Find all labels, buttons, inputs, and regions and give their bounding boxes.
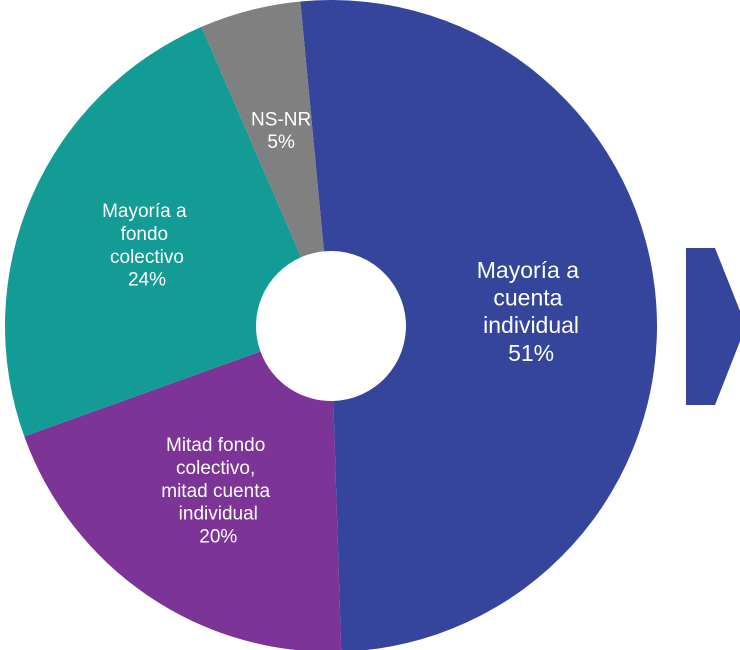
label-line: Mitad fondo xyxy=(166,435,271,456)
segment-label: Mayoría a fondo colectivo xyxy=(102,201,192,268)
donut-segment xyxy=(201,1,324,258)
segment-label: NS-NR xyxy=(251,109,311,130)
donut-segment xyxy=(300,0,657,650)
label-line: mitad cuenta xyxy=(161,481,275,502)
label-line: Mayoría a xyxy=(102,201,192,222)
arrow xyxy=(686,248,740,405)
segment-label: Mayoría a cuenta individual xyxy=(477,257,586,338)
label-line: Mayoría a xyxy=(477,257,586,283)
value-label: 51% xyxy=(508,340,554,366)
value-label: 20% xyxy=(199,526,237,547)
label-line: cuenta xyxy=(493,285,568,311)
donut-segment xyxy=(5,26,302,437)
donut-segment xyxy=(24,351,342,650)
label-line: individual xyxy=(483,312,579,338)
label-line: colectivo xyxy=(110,247,184,268)
label-line: colectivo, xyxy=(176,458,260,479)
segment-label: Mitad fondo colectivo, mitad cuenta indi… xyxy=(161,435,275,524)
label-line: individual xyxy=(179,504,258,525)
label-line: fondo xyxy=(121,224,174,245)
value-label: 24% xyxy=(128,270,166,291)
label-line: NS-NR xyxy=(251,109,311,130)
value-label: 5% xyxy=(267,132,295,153)
